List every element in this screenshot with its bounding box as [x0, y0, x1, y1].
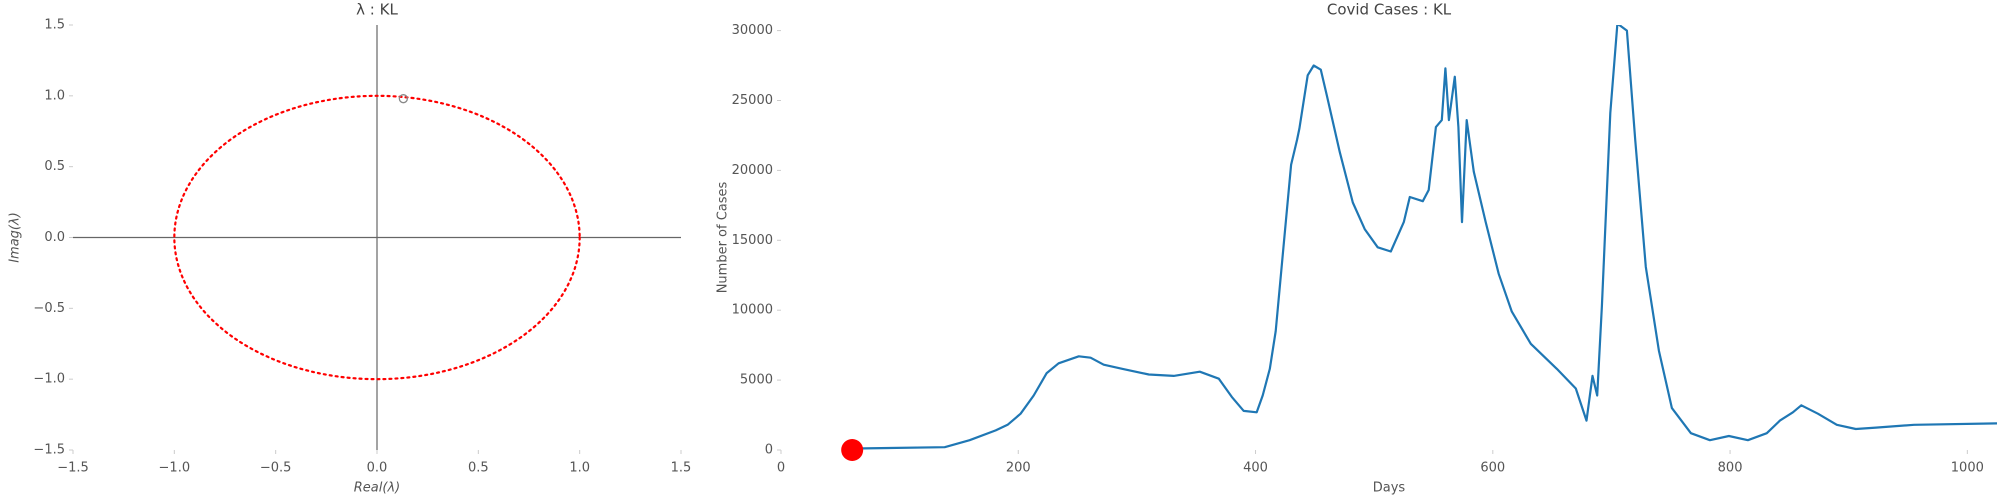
x-tick-label: 1.5: [671, 461, 692, 476]
cases-line: [846, 25, 1997, 450]
chart-title: λ : KL: [356, 1, 398, 19]
y-tick-label: 0.5: [44, 159, 65, 174]
y-tick-label: 0: [765, 443, 773, 458]
y-tick-label: 15000: [732, 233, 773, 248]
x-tick-label: 0: [777, 461, 785, 476]
chart-title: Covid Cases : KL: [1327, 1, 1452, 19]
y-axis-label: Number of Cases: [716, 181, 731, 293]
y-tick-label: 1.0: [44, 88, 65, 103]
y-tick-label: 25000: [732, 93, 773, 108]
y-tick-label: 0.0: [44, 230, 65, 245]
unit-circle: [173, 94, 581, 381]
x-tick-label: 200: [1006, 461, 1031, 476]
y-tick-label: 10000: [732, 303, 773, 318]
y-axis-label: Imag(λ): [8, 212, 23, 263]
x-tick-label: 0.5: [468, 461, 489, 476]
y-tick-label: −1.5: [33, 443, 65, 458]
x-tick-label: −1.0: [159, 461, 191, 476]
x-tick-label: 800: [1718, 461, 1743, 476]
y-tick-label: 20000: [732, 163, 773, 178]
eigenvalue-point: [398, 94, 408, 104]
x-axis-label: Days: [1373, 481, 1406, 496]
x-axis-label: Real(λ): [354, 481, 400, 496]
plot-area: [846, 25, 1997, 450]
current-day-marker: [841, 439, 864, 461]
x-tick-label: 1000: [1951, 461, 1984, 476]
x-tick-label: −0.5: [260, 461, 292, 476]
y-tick-label: −0.5: [33, 301, 65, 316]
y-tick-label: −1.0: [33, 372, 65, 387]
x-tick-label: 1.0: [569, 461, 590, 476]
x-tick-label: 400: [1243, 461, 1268, 476]
y-tick-label: 30000: [732, 23, 773, 38]
x-tick-label: −1.5: [57, 461, 89, 476]
y-tick-label: 5000: [740, 373, 773, 388]
y-tick-label: 1.5: [44, 18, 65, 33]
x-tick-label: 600: [1480, 461, 1505, 476]
x-tick-label: 0.0: [367, 461, 388, 476]
